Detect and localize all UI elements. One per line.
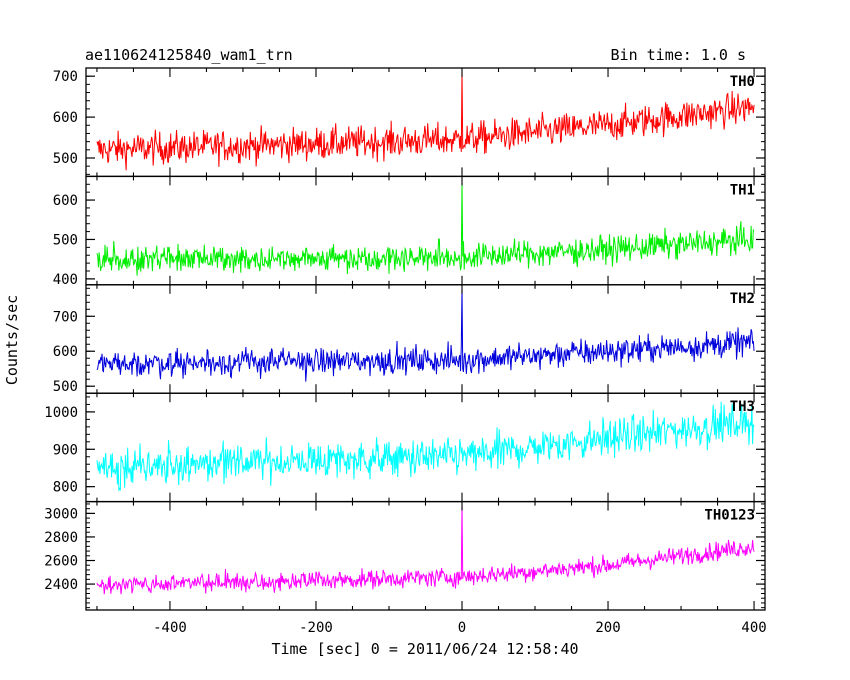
y-tick-label: 2400 — [44, 577, 78, 593]
panel-frame — [85, 284, 766, 394]
series-line-th0123 — [96, 503, 755, 595]
x-tick-label: 0 — [458, 620, 466, 636]
x-tick-label: -400 — [153, 620, 187, 636]
panel-label: TH0123 — [704, 508, 755, 524]
y-tick-label: 900 — [53, 442, 78, 458]
y-tick-label: 500 — [53, 232, 78, 248]
series-line-th2 — [96, 286, 755, 382]
x-tick-label: 400 — [741, 620, 766, 636]
y-tick-label: 1000 — [44, 405, 78, 421]
panel-th3: 800 900 1000 TH3 — [44, 392, 766, 503]
series-line-th1 — [96, 178, 755, 276]
series-line-th3 — [96, 401, 755, 492]
panel-th2: 500 600 700 TH2 — [53, 284, 766, 395]
panel-frame — [85, 175, 766, 286]
y-tick-label: 700 — [53, 69, 78, 85]
y-tick-label: 3000 — [44, 506, 78, 522]
bin-time-label: Bin time: 1.0 s — [611, 46, 746, 64]
y-tick-label: 600 — [53, 344, 78, 360]
y-tick-label: 600 — [53, 193, 78, 209]
x-tick-label: -200 — [299, 620, 333, 636]
panel-th0: 500 600 700 TH0 — [53, 67, 766, 178]
panel-label: TH0 — [730, 74, 755, 90]
y-tick-label: 500 — [53, 151, 78, 167]
chart-title: ae110624125840_wam1_trn — [85, 46, 293, 64]
x-tick-label: 200 — [595, 620, 620, 636]
y-tick-label: 800 — [53, 480, 78, 496]
series-line-th0 — [96, 68, 755, 171]
y-tick-label: 2600 — [44, 554, 78, 570]
y-tick-label: 600 — [53, 110, 78, 126]
panels-group: 500 600 700 TH0 400 500 600 TH1 500 600 700 TH2 800 9… — [44, 67, 767, 636]
panel-label: TH2 — [730, 291, 755, 307]
panel-frame — [85, 500, 766, 611]
y-tick-label: 700 — [53, 309, 78, 325]
y-tick-label: 2800 — [44, 530, 78, 546]
panel-label: TH1 — [730, 182, 755, 198]
x-axis-label: Time [sec] 0 = 2011/06/24 12:58:40 — [271, 640, 578, 658]
y-axis-label: Counts/sec — [3, 295, 21, 385]
y-tick-label: 400 — [53, 272, 78, 288]
panel-label: TH3 — [730, 399, 755, 415]
panel-th1: 400 500 600 TH1 — [53, 175, 766, 288]
y-tick-label: 500 — [53, 379, 78, 395]
panel-th0123: 2400 2600 2800 3000 TH0123 — [44, 500, 766, 611]
